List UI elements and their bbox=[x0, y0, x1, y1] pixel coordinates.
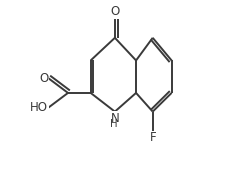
Text: O: O bbox=[39, 72, 48, 85]
Text: HO: HO bbox=[30, 101, 48, 114]
Text: F: F bbox=[149, 131, 156, 144]
Text: O: O bbox=[110, 5, 120, 18]
Text: H: H bbox=[110, 120, 118, 129]
Text: N: N bbox=[111, 112, 119, 125]
